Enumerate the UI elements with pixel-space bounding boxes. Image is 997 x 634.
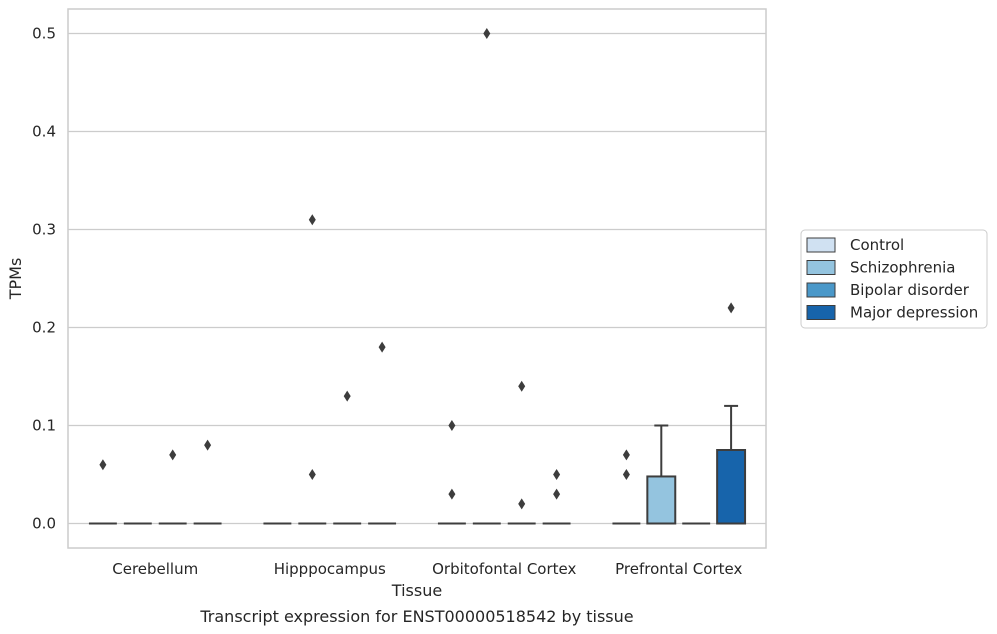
outlier-point (622, 449, 630, 461)
legend-frame (800, 229, 988, 329)
legend-swatch (806, 305, 836, 320)
outlier-point (727, 302, 735, 314)
x-tick-label: Prefrontal Cortex (615, 560, 742, 578)
legend-label: Bipolar disorder (850, 281, 970, 299)
legend-swatch (806, 237, 836, 253)
box-2-3 (542, 469, 571, 525)
box-1-1 (298, 214, 327, 525)
y-tick-label: 0.2 (32, 319, 56, 337)
box-1-3 (368, 341, 397, 525)
y-tick-labels: 0.0 0.1 0.2 0.3 0.4 0.5 (32, 25, 56, 533)
legend-label: Major depression (850, 304, 978, 322)
box-3-0 (612, 449, 641, 525)
outlier-point (553, 469, 561, 480)
outlier-point (99, 459, 107, 471)
box-3-1 (646, 424, 677, 525)
y-tick-label: 0.4 (32, 123, 56, 141)
box-0-0 (88, 459, 117, 525)
outlier-point (622, 469, 630, 480)
box-0-2 (158, 449, 187, 525)
legend-label: Control (850, 236, 904, 254)
plot-frame (67, 8, 767, 549)
y-tick-label: 0.3 (32, 221, 56, 239)
outlier-point (483, 28, 491, 39)
outlier-point (308, 469, 316, 480)
box-body (716, 449, 747, 525)
x-tick-label: Orbitofontal Cortex (432, 560, 576, 578)
y-axis-label: TPMs (6, 258, 25, 301)
legend-swatch (806, 282, 836, 298)
outlier-point (169, 449, 177, 461)
outlier-point (343, 390, 351, 402)
box-2-0 (437, 420, 466, 525)
x-tick-labels: Cerebellum Hipppocampus Orbitofontal Corte… (112, 560, 742, 578)
y-tick-label: 0.5 (32, 25, 56, 43)
outlier-point (518, 380, 526, 392)
x-axis-label: Tissue (391, 581, 442, 600)
box-2-1 (472, 28, 501, 525)
box-3-3 (716, 302, 747, 525)
outlier-point (448, 488, 456, 500)
plot-marks (88, 28, 747, 525)
x-tick-label: Cerebellum (112, 560, 198, 578)
chart-caption: Transcript expression for ENST0000051854… (199, 607, 633, 626)
box-1-2 (333, 390, 362, 525)
legend-swatch (806, 260, 836, 275)
box-0-3 (193, 439, 222, 525)
outlier-point (518, 498, 526, 510)
x-tick-label: Hipppocampus (274, 560, 386, 578)
legend-label: Schizophrenia (850, 259, 955, 277)
y-tick-label: 0.0 (32, 515, 56, 533)
outlier-point (378, 341, 386, 353)
box-2-2 (507, 380, 536, 525)
legend: Control Schizophrenia Bipolar disorder Majo… (800, 229, 988, 329)
outlier-point (553, 488, 561, 500)
outlier-point (308, 214, 316, 226)
outlier-point (204, 439, 212, 451)
y-tick-label: 0.1 (32, 417, 56, 435)
box-body (646, 475, 677, 525)
outlier-point (448, 420, 456, 431)
